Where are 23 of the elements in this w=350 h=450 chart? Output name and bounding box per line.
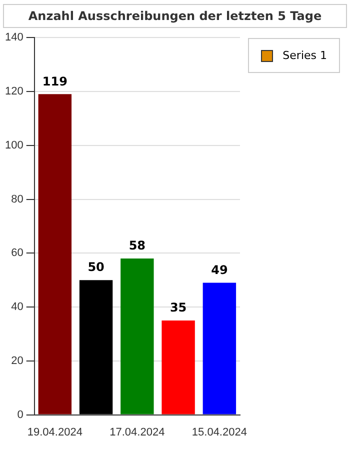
text: Series 1 (282, 49, 327, 62)
bar (38, 94, 72, 414)
bar (202, 282, 236, 414)
y-tick-label: 60 (11, 247, 24, 260)
data-label: 49 (211, 262, 228, 277)
y-tick-label: 120 (4, 86, 24, 98)
bar (162, 320, 195, 414)
data-label: 50 (88, 260, 104, 274)
x-tick-label: 19.04.2024 (27, 426, 82, 438)
y-tick-label: 140 (4, 32, 24, 44)
data-label: 35 (170, 300, 187, 315)
data-label: 58 (128, 238, 146, 253)
bar (120, 258, 154, 414)
y-tick-label: 0 (17, 408, 24, 421)
data-label: 119 (42, 74, 68, 88)
y-tick-label: 80 (11, 193, 24, 206)
x-tick-label: 15.04.2024 (192, 426, 247, 438)
y-tick-label: 100 (4, 139, 24, 152)
y-tick-label: 20 (11, 354, 24, 367)
x-tick-label: 17.04.2024 (110, 426, 165, 438)
y-tick-label: 40 (11, 301, 24, 314)
chart-title: Anzahl Ausschreibungen der letzten 5 Tage (3, 4, 347, 28)
bar (79, 280, 113, 414)
